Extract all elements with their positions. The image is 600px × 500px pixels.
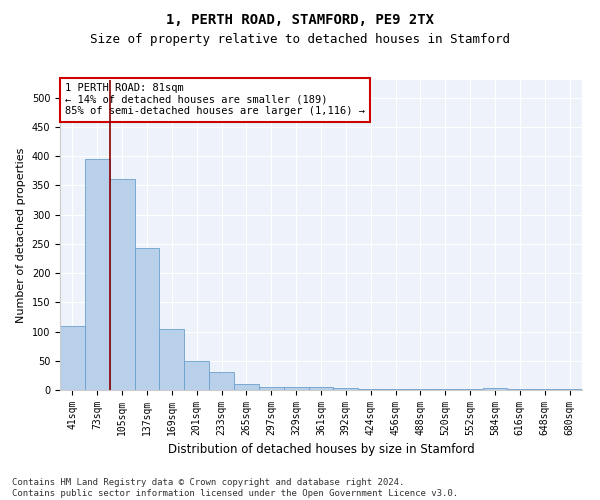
Bar — [284, 387, 308, 390]
Bar — [259, 387, 284, 390]
Bar — [308, 387, 334, 390]
Bar — [209, 372, 234, 390]
Bar — [160, 328, 184, 390]
Bar — [557, 389, 582, 390]
Bar — [358, 389, 383, 390]
Bar — [110, 180, 134, 390]
Bar — [334, 388, 358, 390]
Bar — [234, 384, 259, 390]
Text: 1 PERTH ROAD: 81sqm
← 14% of detached houses are smaller (189)
85% of semi-detac: 1 PERTH ROAD: 81sqm ← 14% of detached ho… — [65, 83, 365, 116]
Bar — [85, 159, 110, 390]
Bar — [482, 388, 508, 390]
Text: Size of property relative to detached houses in Stamford: Size of property relative to detached ho… — [90, 32, 510, 46]
Bar — [60, 326, 85, 390]
Y-axis label: Number of detached properties: Number of detached properties — [16, 148, 26, 322]
Text: 1, PERTH ROAD, STAMFORD, PE9 2TX: 1, PERTH ROAD, STAMFORD, PE9 2TX — [166, 12, 434, 26]
Bar — [134, 248, 160, 390]
Bar — [184, 361, 209, 390]
X-axis label: Distribution of detached houses by size in Stamford: Distribution of detached houses by size … — [167, 444, 475, 456]
Text: Contains HM Land Registry data © Crown copyright and database right 2024.
Contai: Contains HM Land Registry data © Crown c… — [12, 478, 458, 498]
